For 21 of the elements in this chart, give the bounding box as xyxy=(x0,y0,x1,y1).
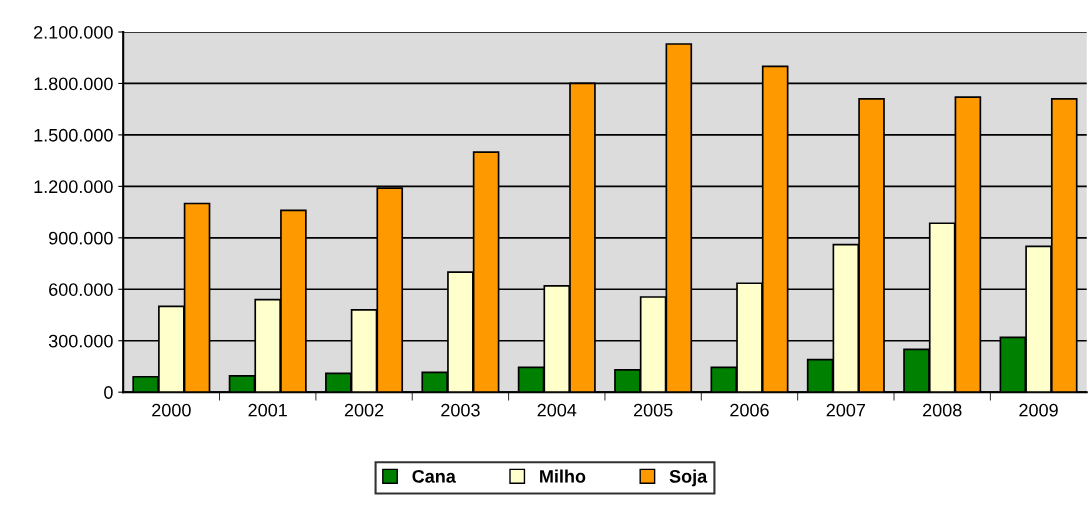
x-tick-label: 2005 xyxy=(633,403,673,417)
x-tick-label: 2002 xyxy=(344,403,384,417)
y-tick-label: 900.000 xyxy=(49,231,113,245)
x-tick-label: 2001 xyxy=(248,403,287,417)
legend-label: Cana xyxy=(412,469,456,483)
x-tick-label: 2003 xyxy=(441,403,480,417)
x-tick-label: 2009 xyxy=(1019,403,1058,417)
y-tick-label: 0 xyxy=(104,386,113,399)
y-tick-label: 1.200.000 xyxy=(34,180,113,194)
x-tick-label: 2000 xyxy=(152,403,191,417)
y-tick-label: 600.000 xyxy=(49,283,113,296)
legend-label: Milho xyxy=(540,469,586,483)
x-tick-label: 2008 xyxy=(923,403,962,417)
x-tick-label: 2004 xyxy=(537,403,577,417)
y-tick-label: 1.800.000 xyxy=(34,77,113,91)
x-tick-label: 2007 xyxy=(826,403,866,417)
x-tick-label: 2006 xyxy=(730,403,769,417)
y-tick-label: 300.000 xyxy=(48,334,113,348)
y-tick-label: 1.500.000 xyxy=(34,128,113,142)
legend-label: Soja xyxy=(669,469,708,487)
y-tick-label: 2.100.000 xyxy=(34,25,113,39)
